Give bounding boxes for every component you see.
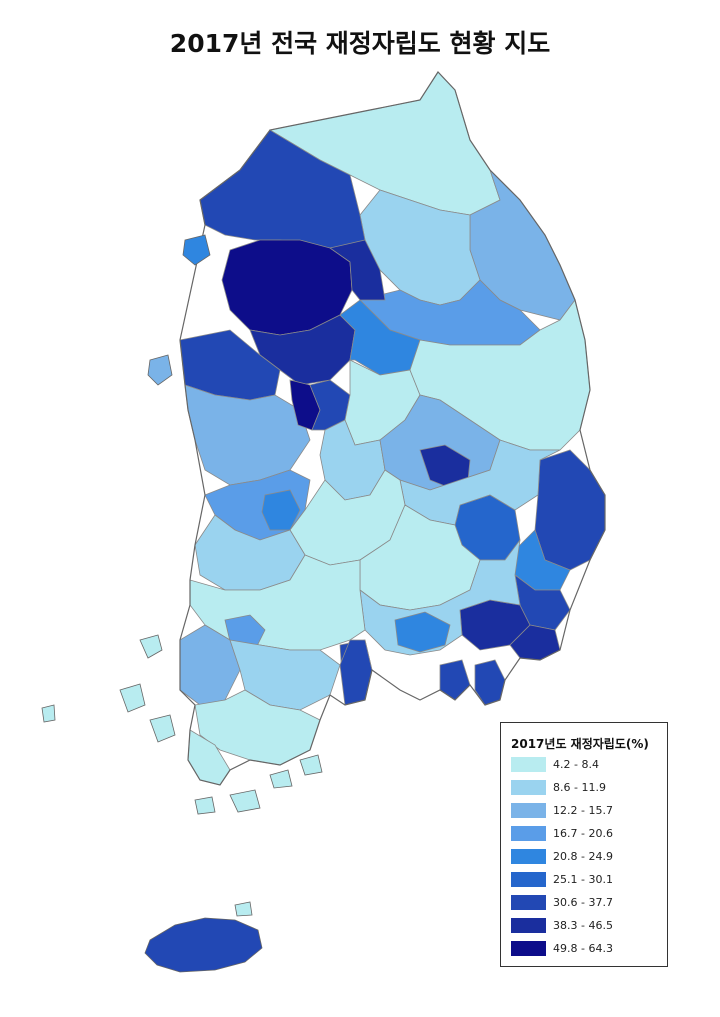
- legend-item: 25.1 - 30.1: [511, 872, 661, 888]
- island-south-3: [299, 754, 323, 776]
- legend-label: 4.2 - 8.4: [553, 758, 599, 771]
- island-taean: [147, 354, 173, 386]
- region-gyeonggi-east: [329, 239, 386, 301]
- legend-item: 4.2 - 8.4: [511, 757, 661, 773]
- legend-swatch: [511, 826, 546, 841]
- legend-item: 12.2 - 15.7: [511, 803, 661, 819]
- legend-swatch: [511, 849, 546, 864]
- legend-label: 20.8 - 24.9: [553, 850, 613, 863]
- legend-item: 16.7 - 20.6: [511, 826, 661, 842]
- island-jeju: [144, 917, 263, 973]
- legend-title: 2017년도 재정자립도(%): [511, 737, 649, 751]
- island-ganghwa: [182, 234, 211, 266]
- map-legend: 2017년도 재정자립도(%) 4.2 - 8.4 8.6 - 11.9 12.2 …: [500, 722, 668, 967]
- legend-swatch: [511, 918, 546, 933]
- region-tongyeong: [439, 659, 471, 701]
- legend-swatch: [511, 872, 546, 887]
- island-west-2: [119, 683, 146, 713]
- legend-label: 49.8 - 64.3: [553, 942, 613, 955]
- legend-item: 20.8 - 24.9: [511, 849, 661, 865]
- island-south-2: [194, 796, 216, 815]
- region-chungnam-west: [184, 384, 311, 486]
- legend-label: 30.6 - 37.7: [553, 896, 613, 909]
- legend-swatch: [511, 803, 546, 818]
- island-west-3: [149, 714, 176, 743]
- legend-item: 49.8 - 64.3: [511, 941, 661, 957]
- legend-label: 25.1 - 30.1: [553, 873, 613, 886]
- legend-item: 30.6 - 37.7: [511, 895, 661, 911]
- island-west-1: [139, 634, 163, 659]
- legend-item: 8.6 - 11.9: [511, 780, 661, 796]
- legend-swatch: [511, 780, 546, 795]
- legend-label: 38.3 - 46.5: [553, 919, 613, 932]
- region-jinju: [394, 611, 451, 653]
- region-ulsan: [514, 574, 571, 631]
- map-title: 2017년 전국 재정자립도 현황 지도: [169, 29, 551, 58]
- legend-label: 12.2 - 15.7: [553, 804, 613, 817]
- mainland: [179, 71, 606, 786]
- legend-swatch: [511, 895, 546, 910]
- legend-label: 16.7 - 20.6: [553, 827, 613, 840]
- island-south-1: [229, 789, 261, 813]
- legend-swatch: [511, 941, 546, 956]
- legend-item: 38.3 - 46.5: [511, 918, 661, 934]
- island-chuja: [234, 901, 253, 917]
- island-gogeum: [269, 769, 293, 789]
- legend-label: 8.6 - 11.9: [553, 781, 606, 794]
- islands: [41, 234, 323, 973]
- mainland-outline: [179, 71, 606, 786]
- legend-swatch: [511, 757, 546, 772]
- island-west-4: [41, 704, 56, 723]
